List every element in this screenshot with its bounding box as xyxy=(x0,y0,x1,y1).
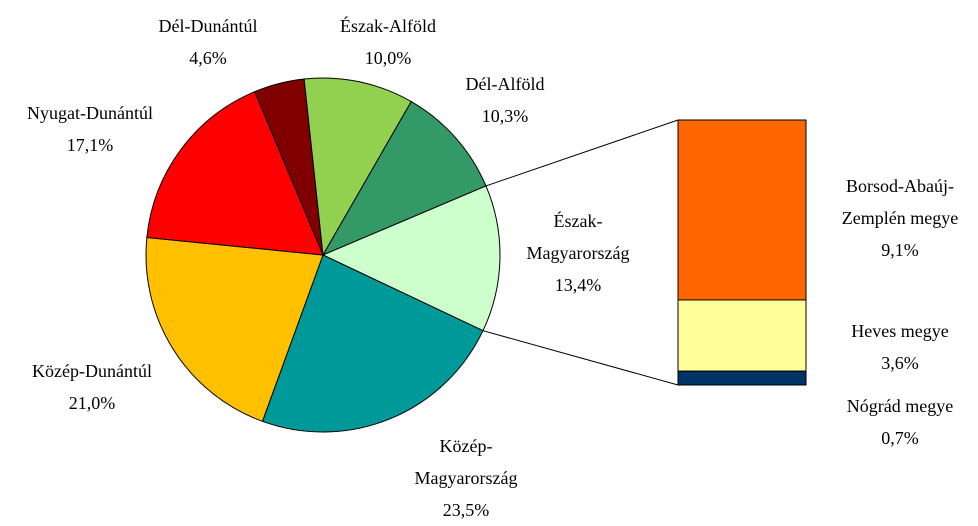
pie-slice xyxy=(145,236,324,422)
connector xyxy=(482,330,679,386)
slice-label: Dél-Alföld 10,3% xyxy=(425,68,585,132)
category-label: Dél-Dunántúl xyxy=(158,16,258,36)
value-label: 3,6% xyxy=(881,353,919,373)
pie-slice xyxy=(261,254,484,433)
value-label: 0,7% xyxy=(881,428,919,448)
value-label: 9,1% xyxy=(881,240,919,260)
slice-label: Észak-Alföld 10,0% xyxy=(308,10,468,74)
bar-segment xyxy=(677,299,807,372)
pie-slice xyxy=(321,185,501,332)
value-label: 23,5% xyxy=(442,500,490,520)
value-label: 10,3% xyxy=(481,106,529,126)
category-label: Közép-Magyarország xyxy=(414,436,518,488)
slice-label: Nógrád megye 0,7% xyxy=(820,390,978,454)
value-label: 17,1% xyxy=(66,135,114,155)
slice-label: Dél-Dunántúl 4,6% xyxy=(128,10,288,74)
category-label: Heves megye xyxy=(851,321,949,341)
category-label: Borsod-Abaúj-Zemplén megye xyxy=(841,176,959,228)
slice-label: Észak-Magyarország 13,4% xyxy=(513,205,643,301)
value-label: 10,0% xyxy=(364,48,412,68)
slice-label: Közép-Dunántúl 21,0% xyxy=(7,355,177,419)
value-label: 13,4% xyxy=(554,275,602,295)
category-label: Nógrád megye xyxy=(846,396,954,416)
bar-segment xyxy=(677,370,807,386)
slice-label: Heves megye 3,6% xyxy=(820,315,978,379)
pie-slice xyxy=(321,100,487,257)
slice-label: Borsod-Abaúj-Zemplén megye 9,1% xyxy=(830,170,970,266)
pie-slice xyxy=(303,77,412,257)
category-label: Dél-Alföld xyxy=(465,74,545,94)
category-label: Közép-Dunántúl xyxy=(32,361,152,381)
category-label: Észak-Magyarország xyxy=(526,211,630,263)
value-label: 4,6% xyxy=(189,48,227,68)
value-label: 21,0% xyxy=(68,393,116,413)
category-label: Nyugat-Dunántúl xyxy=(27,103,153,123)
pie-slice xyxy=(146,91,324,256)
slice-label: Nyugat-Dunántúl 17,1% xyxy=(0,97,180,161)
connector xyxy=(485,119,679,187)
bar-segment xyxy=(677,119,807,301)
slice-label: Közép-Magyarország 23,5% xyxy=(401,430,531,526)
category-label: Észak-Alföld xyxy=(340,16,436,36)
